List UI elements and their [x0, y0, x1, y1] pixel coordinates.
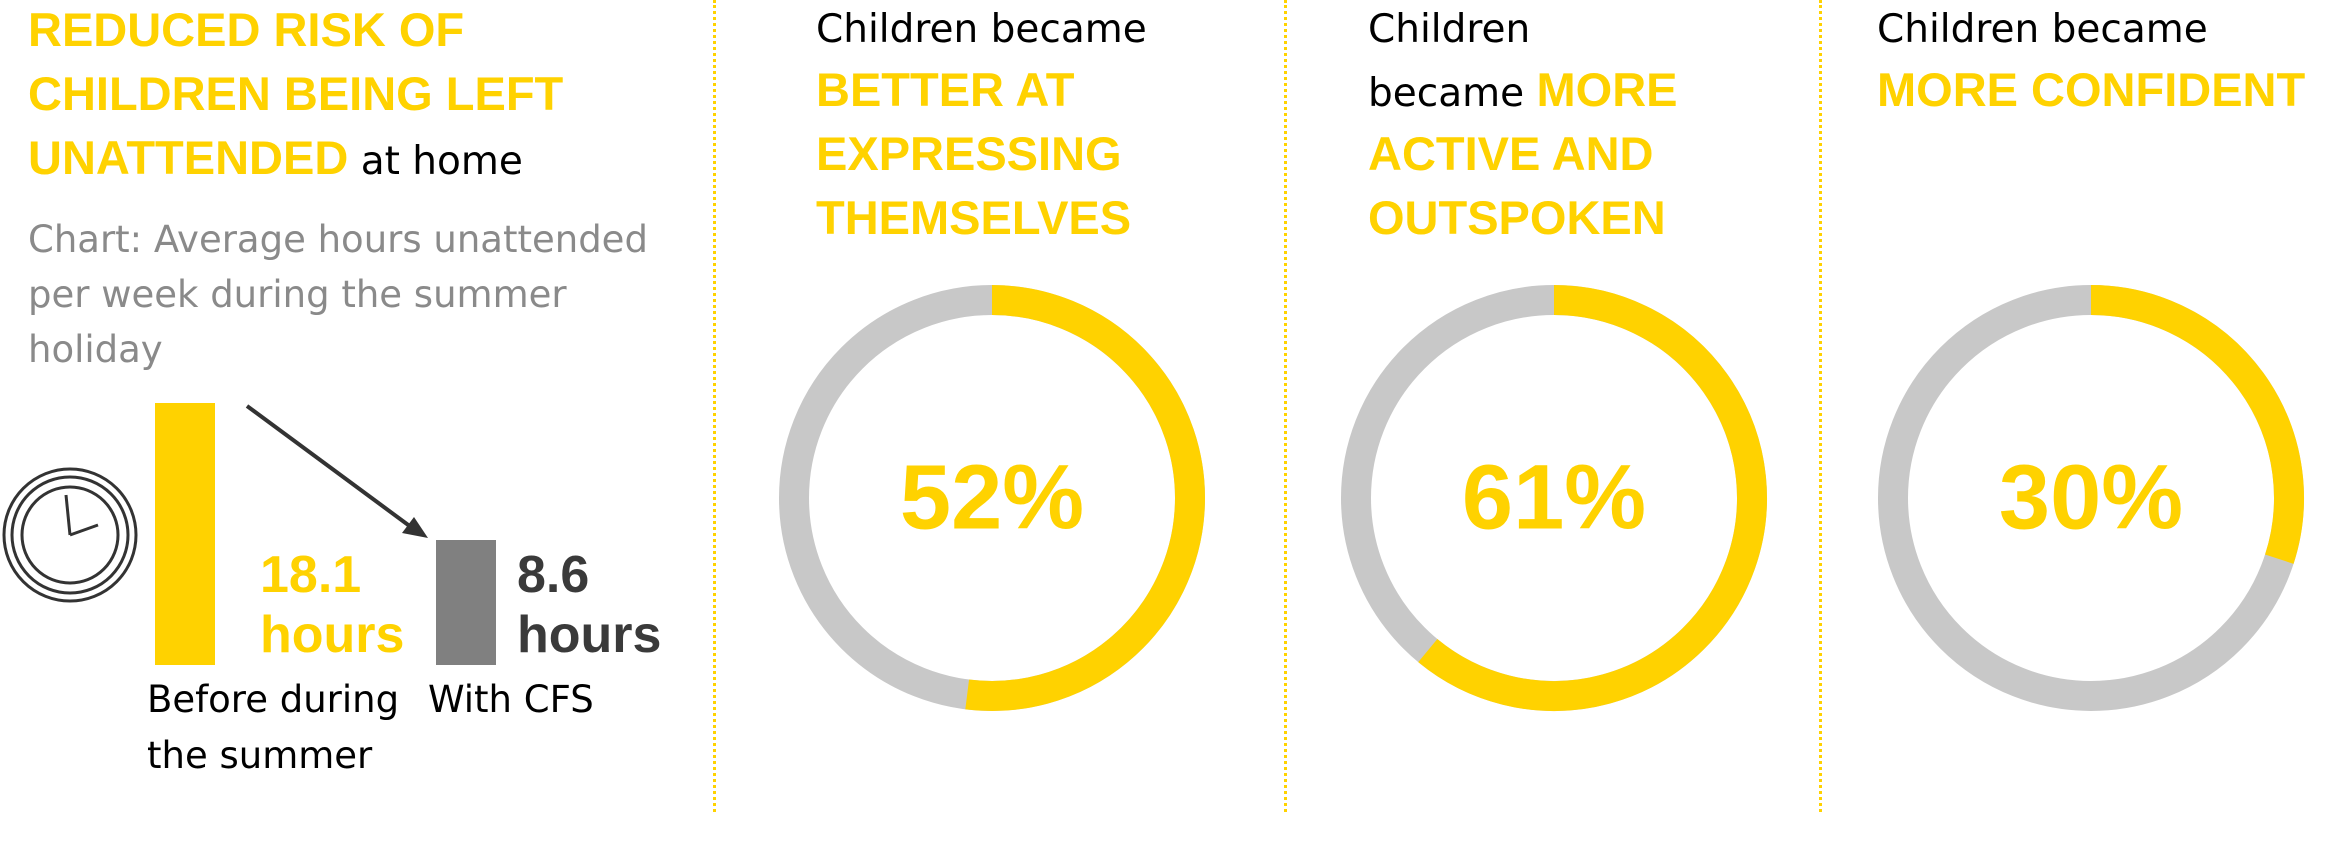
value-label: 52%	[900, 446, 1084, 548]
panel-title: Children became MORE CONFIDENT	[1877, 0, 2331, 124]
panel-title: Children became MORE ACTIVE AND OUTSPOKE…	[1368, 0, 1698, 252]
decoration	[2, 404, 428, 603]
value-label: 8.6 hours	[517, 546, 662, 664]
title-prefix: Children became	[1877, 7, 2208, 52]
category-label: Before during the summer	[147, 678, 400, 777]
title-highlight: REDUCED RISK OF CHILDREN BEING LEFT UNAT…	[28, 3, 564, 184]
clock-icon	[2, 467, 138, 603]
subtitle: Chart: Average hours unattended per week…	[28, 218, 648, 371]
title-highlight: BETTER AT EXPRESSING THEMSELVES	[816, 63, 1132, 244]
donut-arc	[1418, 285, 1767, 711]
bar	[436, 540, 496, 665]
value-label: 61%	[1462, 446, 1646, 548]
arrow	[245, 404, 428, 538]
category-label: With CFS	[428, 678, 594, 721]
divider	[713, 0, 716, 812]
divider	[1284, 0, 1287, 812]
title-highlight: MORE CONFIDENT	[1877, 63, 2306, 116]
donut-chart: 52%	[779, 285, 1205, 711]
donut-arc	[2090, 285, 2304, 564]
bar	[155, 402, 215, 665]
donut-arc	[965, 285, 1205, 711]
title-rest: at home	[360, 139, 523, 184]
value-label: 30%	[1999, 446, 2183, 548]
donut-chart: 30%	[1878, 285, 2304, 711]
title-prefix: Children became	[1368, 7, 1531, 116]
panel-title: REDUCED RISK OF CHILDREN BEING LEFT UNAT…	[28, 0, 688, 192]
title-highlight: MORE ACTIVE AND OUTSPOKEN	[1368, 63, 1678, 244]
panel-title: Children became BETTER AT EXPRESSING THE…	[816, 0, 1236, 252]
divider	[1819, 0, 1822, 812]
title-prefix: Children became	[816, 7, 1147, 52]
donut-chart: 61%	[1341, 285, 1767, 711]
value-label: 18.1 hours	[260, 546, 405, 664]
